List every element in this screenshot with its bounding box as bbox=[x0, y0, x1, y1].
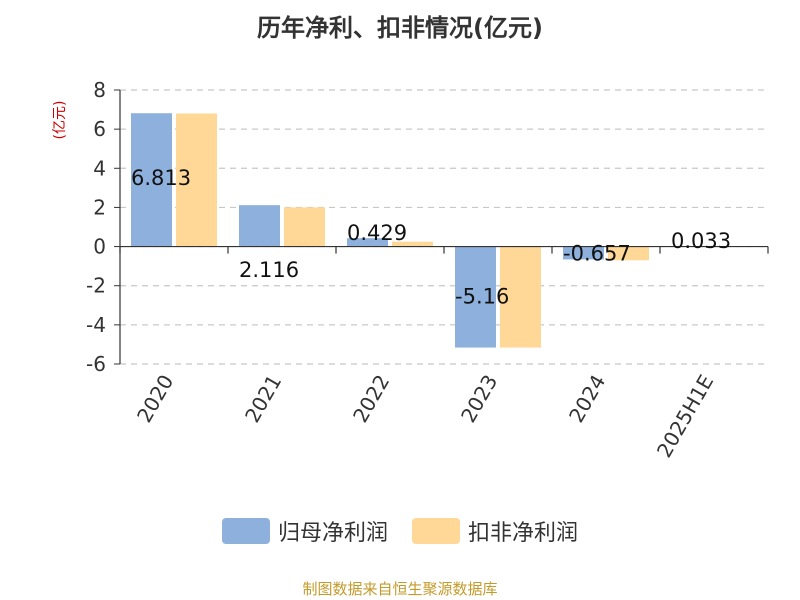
legend-label-series-1: 归母净利润 bbox=[277, 521, 388, 546]
x-tick-label: 2024 bbox=[564, 371, 610, 427]
bar-series-2 bbox=[608, 246, 649, 261]
bar-series-1 bbox=[563, 246, 604, 260]
bar-series-2 bbox=[176, 113, 217, 247]
data-label: -0.657 bbox=[563, 242, 631, 266]
x-tick-label: 2023 bbox=[456, 371, 502, 427]
legend-swatch-series-2 bbox=[412, 518, 460, 544]
y-tick-label: -6 bbox=[86, 352, 106, 376]
legend-swatch-series-1 bbox=[221, 518, 270, 544]
bar-series-1 bbox=[239, 205, 280, 247]
x-tick-label: 2021 bbox=[240, 371, 286, 427]
data-source-note: 制图数据来自恒生聚源数据库 bbox=[302, 580, 498, 598]
y-tick-label: 6 bbox=[93, 117, 106, 141]
x-tick-label: 2020 bbox=[132, 371, 178, 427]
bar-series-1 bbox=[131, 113, 172, 247]
y-tick-label: -2 bbox=[86, 274, 106, 298]
data-label: -5.16 bbox=[455, 285, 509, 309]
x-tick-label: 2022 bbox=[348, 371, 394, 427]
legend: 归母净利润 扣非净利润 bbox=[0, 515, 800, 547]
data-label: 0.429 bbox=[347, 221, 407, 245]
y-tick-label: 4 bbox=[93, 156, 106, 180]
y-tick-label: -4 bbox=[86, 313, 106, 337]
legend-item-series-2[interactable]: 扣非净利润 bbox=[412, 515, 578, 547]
bar-series-1 bbox=[347, 238, 388, 247]
y-tick-label: 0 bbox=[93, 235, 106, 259]
y-tick-label: 8 bbox=[93, 78, 106, 102]
chart-title: 历年净利、扣非情况(亿元) bbox=[257, 14, 543, 42]
bar-series-1 bbox=[455, 246, 496, 348]
data-label: 6.813 bbox=[131, 166, 191, 190]
x-tick-label: 2025H1E bbox=[652, 371, 718, 462]
bar-series-2 bbox=[392, 241, 433, 247]
bar-series-2 bbox=[284, 207, 325, 247]
data-label: 2.116 bbox=[239, 258, 299, 282]
bar-series-2 bbox=[500, 246, 541, 348]
legend-label-series-2: 扣非净利润 bbox=[468, 521, 579, 546]
legend-item-series-1[interactable]: 归母净利润 bbox=[221, 515, 388, 547]
data-label: 0.033 bbox=[671, 229, 731, 253]
y-tick-label: 2 bbox=[93, 195, 106, 219]
